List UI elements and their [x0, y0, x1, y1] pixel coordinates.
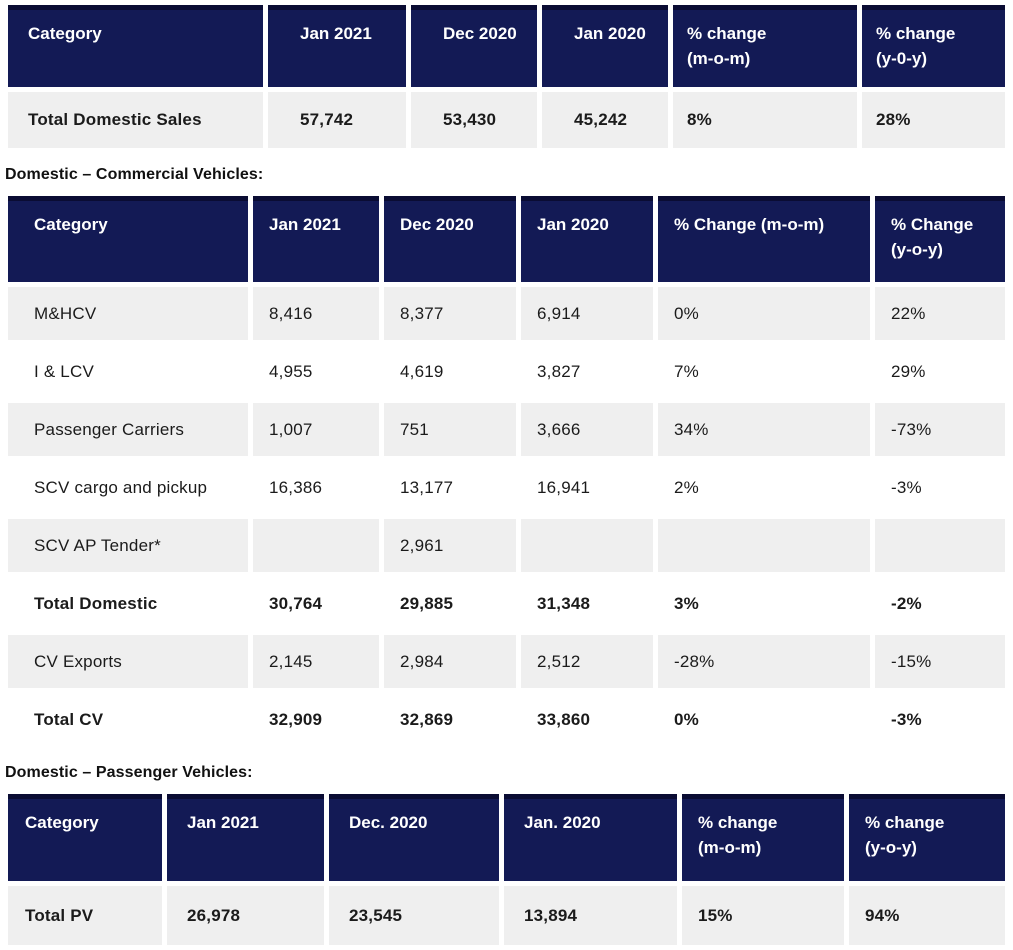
- cell-value: 4,955: [253, 345, 379, 398]
- cell-category: Total CV: [8, 693, 248, 746]
- cell-value: 26,978: [167, 886, 324, 945]
- table-row: Total Domestic 30,764 29,885 31,348 3% -2%: [8, 577, 1005, 630]
- section-heading-commercial-vehicles: Domestic – Commercial Vehicles:: [5, 166, 264, 183]
- cell-value: 0%: [658, 287, 870, 340]
- column-header: Jan. 2020: [504, 794, 677, 881]
- cell-value: 3,666: [521, 403, 653, 456]
- cell-value: 29,885: [384, 577, 516, 630]
- header-row: Category Jan 2021 Dec. 2020 Jan. 2020% chan…: [8, 794, 1005, 881]
- cell-value: -15%: [875, 635, 1005, 688]
- cell-category: SCV AP Tender*: [8, 519, 248, 572]
- cell-value: 30,764: [253, 577, 379, 630]
- cell-value: 28%: [862, 92, 1005, 148]
- column-header: % change (y-0-y): [862, 5, 1005, 87]
- cell-value: 23,545: [329, 886, 499, 945]
- cell-value: 94%: [849, 886, 1005, 945]
- cell-category: Total Domestic Sales: [8, 92, 263, 148]
- cell-category: Passenger Carriers: [8, 403, 248, 456]
- cell-value: -2%: [875, 577, 1005, 630]
- cell-category: SCV cargo and pickup: [8, 461, 248, 514]
- cell-value: 8,416: [253, 287, 379, 340]
- cell-value: 8%: [673, 92, 857, 148]
- cell-value: 45,242: [542, 92, 668, 148]
- column-header: % change (m-o-m): [682, 794, 844, 881]
- table-row: SCV AP Tender* 2,961: [8, 519, 1005, 572]
- cell-value: [875, 519, 1005, 572]
- cell-value: 32,869: [384, 693, 516, 746]
- cell-value: 751: [384, 403, 516, 456]
- table-row: Passenger Carriers 1,007 751 3,666 34% -73%: [8, 403, 1005, 456]
- cell-value: -73%: [875, 403, 1005, 456]
- column-header: Category: [8, 5, 263, 87]
- cell-value: 33,860: [521, 693, 653, 746]
- cell-value: 2,984: [384, 635, 516, 688]
- cell-value: 0%: [658, 693, 870, 746]
- cell-value: 53,430: [411, 92, 537, 148]
- table-row: Total PV 26,978 23,545 13,894 15% 94%: [8, 886, 1005, 945]
- header-row: Category Jan 2021 Dec 2020 Jan 2020% change…: [8, 5, 1005, 87]
- cell-value: 57,742: [268, 92, 406, 148]
- cell-value: 6,914: [521, 287, 653, 340]
- passenger-vehicles-table: Category Jan 2021 Dec. 2020 Jan. 2020% chan…: [3, 789, 1010, 950]
- cell-value: 7%: [658, 345, 870, 398]
- cell-value: 1,007: [253, 403, 379, 456]
- table-row: M&HCV 8,416 8,377 6,914 0% 22%: [8, 287, 1005, 340]
- column-header: % change (y-o-y): [849, 794, 1005, 881]
- cell-value: 13,894: [504, 886, 677, 945]
- column-header: Jan 2021: [253, 196, 379, 282]
- cell-value: 22%: [875, 287, 1005, 340]
- cell-value: 15%: [682, 886, 844, 945]
- cell-value: 3%: [658, 577, 870, 630]
- cell-value: 13,177: [384, 461, 516, 514]
- cell-value: 2%: [658, 461, 870, 514]
- cell-value: 4,619: [384, 345, 516, 398]
- cell-value: 8,377: [384, 287, 516, 340]
- commercial-vehicles-table: Category Jan 2021 Dec 2020 Jan 2020% Change…: [3, 191, 1010, 751]
- cell-category: M&HCV: [8, 287, 248, 340]
- cell-value: 2,145: [253, 635, 379, 688]
- cell-value: [658, 519, 870, 572]
- cell-value: 29%: [875, 345, 1005, 398]
- cell-value: 31,348: [521, 577, 653, 630]
- column-header: Jan 2020: [542, 5, 668, 87]
- total-domestic-sales-table: Category Jan 2021 Dec 2020 Jan 2020% change…: [3, 0, 1010, 153]
- column-header: Jan 2020: [521, 196, 653, 282]
- column-header: Dec. 2020: [329, 794, 499, 881]
- column-header: % Change (y-o-y): [875, 196, 1005, 282]
- cell-value: 2,512: [521, 635, 653, 688]
- cell-category: CV Exports: [8, 635, 248, 688]
- cell-value: 16,386: [253, 461, 379, 514]
- column-header: % Change (m-o-m): [658, 196, 870, 282]
- cell-value: 34%: [658, 403, 870, 456]
- header-row: Category Jan 2021 Dec 2020 Jan 2020% Change…: [8, 196, 1005, 282]
- column-header: Dec 2020: [411, 5, 537, 87]
- cell-category: Total Domestic: [8, 577, 248, 630]
- column-header: % change (m-o-m): [673, 5, 857, 87]
- table-row: CV Exports 2,145 2,984 2,512 -28% -15%: [8, 635, 1005, 688]
- cell-value: 32,909: [253, 693, 379, 746]
- column-header: Jan 2021: [268, 5, 406, 87]
- cell-category: Total PV: [8, 886, 162, 945]
- column-header: Category: [8, 794, 162, 881]
- table-row: Total CV 32,909 32,869 33,860 0% -3%: [8, 693, 1005, 746]
- section-heading-passenger-vehicles: Domestic – Passenger Vehicles:: [5, 764, 253, 781]
- cell-value: -3%: [875, 461, 1005, 514]
- column-header: Jan 2021: [167, 794, 324, 881]
- cell-value: 16,941: [521, 461, 653, 514]
- column-header: Category: [8, 196, 248, 282]
- column-header: Dec 2020: [384, 196, 516, 282]
- cell-value: -3%: [875, 693, 1005, 746]
- table-row: SCV cargo and pickup 16,386 13,177 16,941 2%…: [8, 461, 1005, 514]
- cell-value: 2,961: [384, 519, 516, 572]
- cell-value: [253, 519, 379, 572]
- table-row: I & LCV 4,955 4,619 3,827 7% 29%: [8, 345, 1005, 398]
- cell-value: 3,827: [521, 345, 653, 398]
- cell-value: [521, 519, 653, 572]
- table-row: Total Domestic Sales 57,742 53,430 45,242 8%…: [8, 92, 1005, 148]
- cell-category: I & LCV: [8, 345, 248, 398]
- cell-value: -28%: [658, 635, 870, 688]
